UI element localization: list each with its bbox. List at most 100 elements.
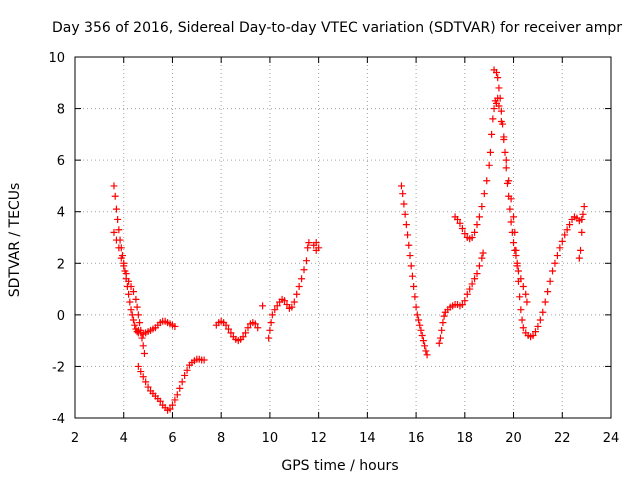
data-point — [122, 270, 130, 278]
data-point — [480, 190, 488, 198]
data-point — [312, 239, 320, 247]
data-point — [254, 324, 262, 332]
data-point — [114, 215, 122, 223]
data-point — [544, 288, 552, 296]
data-point — [468, 234, 476, 241]
data-point — [293, 290, 301, 298]
y-tick-label: 4 — [57, 206, 65, 221]
data-point — [522, 290, 530, 298]
data-point — [115, 244, 123, 252]
data-point — [494, 74, 502, 82]
data-point — [176, 384, 184, 392]
data-point — [127, 282, 135, 290]
x-tick-label: 12 — [310, 431, 327, 446]
data-point — [436, 334, 444, 342]
data-point — [166, 405, 174, 413]
data-point — [579, 210, 587, 218]
data-point — [438, 326, 446, 334]
y-axis-label: SDTVAR / TECUs — [7, 183, 23, 298]
x-tick-label: 20 — [505, 431, 522, 446]
data-point — [405, 241, 413, 249]
data-point — [495, 102, 503, 110]
data-point — [300, 266, 308, 274]
data-point — [136, 319, 144, 327]
data-point — [422, 347, 430, 355]
data-point — [400, 200, 408, 208]
data-point — [454, 215, 462, 223]
data-point — [413, 311, 421, 319]
data-point — [578, 228, 586, 236]
data-point — [200, 356, 208, 364]
x-tick-label: 4 — [120, 431, 128, 446]
data-point — [534, 322, 542, 330]
y-tick-label: 8 — [57, 103, 65, 118]
data-point — [139, 373, 147, 381]
y-axis: -4 -2 0 2 4 6 8 10 — [48, 51, 611, 427]
data-point — [412, 303, 420, 311]
data-point — [492, 68, 500, 76]
data-point — [222, 321, 230, 329]
data-point — [561, 231, 569, 239]
data-point — [288, 303, 296, 311]
data-point — [517, 306, 525, 314]
data-point — [171, 396, 179, 404]
data-point — [497, 107, 505, 115]
data-point — [486, 148, 494, 156]
data-point — [171, 322, 179, 330]
data-point — [251, 320, 259, 328]
data-point — [501, 148, 509, 156]
data-point — [507, 218, 515, 226]
data-point — [138, 334, 146, 342]
data-point — [416, 321, 424, 329]
data-point — [112, 236, 120, 244]
data-point — [242, 329, 250, 337]
data-point — [502, 156, 510, 164]
data-point — [408, 272, 416, 280]
series-arc5 — [259, 239, 323, 342]
x-tick-label: 8 — [217, 431, 225, 446]
series-arc8 — [451, 94, 588, 341]
data-point — [259, 302, 267, 310]
data-point — [112, 205, 120, 213]
data-point — [541, 298, 549, 306]
data-point — [503, 179, 511, 187]
data-point — [415, 316, 423, 324]
data-point — [239, 333, 247, 341]
data-point — [478, 203, 486, 211]
data-point — [519, 282, 527, 290]
series-arc9 — [490, 66, 531, 306]
data-point — [406, 252, 414, 260]
data-point — [473, 270, 481, 278]
data-point — [502, 164, 510, 172]
data-point — [563, 226, 571, 234]
series-arc1 — [110, 182, 142, 337]
data-point — [302, 257, 310, 265]
data-point — [265, 334, 273, 342]
data-point — [110, 182, 118, 190]
data-point — [478, 254, 486, 262]
data-point — [407, 262, 415, 270]
data-point — [139, 342, 147, 350]
data-point — [580, 203, 588, 211]
data-point — [463, 290, 471, 298]
data-point — [419, 337, 427, 345]
data-point — [315, 244, 323, 252]
data-point — [131, 321, 139, 329]
data-point — [173, 391, 181, 399]
data-point — [266, 326, 274, 334]
data-point — [183, 366, 191, 374]
y-tick-label: -2 — [52, 360, 65, 375]
data-point — [551, 259, 559, 267]
y-tick-label: 10 — [48, 51, 65, 66]
data-point — [475, 213, 483, 221]
data-point — [508, 228, 516, 236]
data-point — [473, 221, 481, 229]
data-point — [471, 275, 479, 283]
data-point — [495, 84, 503, 92]
data-point — [488, 130, 496, 138]
data-point — [514, 267, 522, 275]
data-point — [271, 306, 279, 314]
data-point — [558, 237, 566, 245]
data-point — [461, 297, 469, 305]
x-tick-label: 2 — [71, 431, 79, 446]
